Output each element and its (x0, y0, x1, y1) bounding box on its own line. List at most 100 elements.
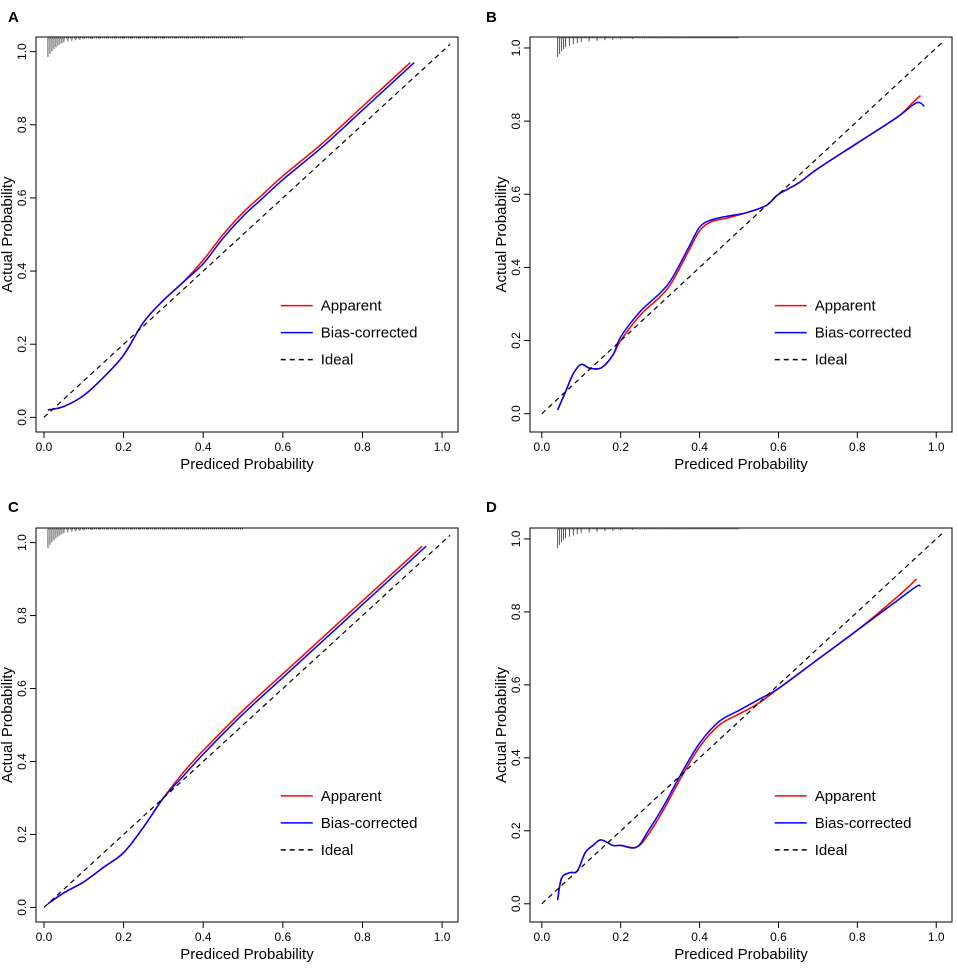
panel-d-rug (557, 528, 740, 548)
panel-d-y-axis-title: Actual Probability (493, 667, 510, 783)
panel-a-y-tick-label: 0.8 (15, 116, 29, 133)
panel-d-x-tick-label: 0.6 (770, 930, 787, 944)
panel-b-frame (529, 36, 953, 433)
panel-c-series-bias-corrected (47, 545, 427, 905)
panel-a-rug (47, 37, 244, 57)
panel-d-series-ideal (541, 531, 945, 905)
panel-c-x-tick-label: 0.0 (36, 930, 53, 944)
panel-c-plot-area (43, 534, 451, 908)
panel-b-y-tick-label: 0.4 (509, 259, 523, 276)
panel-a-x-tick-label: 0.0 (36, 440, 53, 454)
panel-a-y-tick-label: 1.0 (15, 43, 29, 60)
panel-d-y-tick-label: 0.6 (509, 676, 523, 693)
panel-d-x-tick-label: 0.4 (691, 930, 708, 944)
panel-d-plot-area (541, 531, 945, 905)
panel-b-legend-label-ideal: Ideal (815, 352, 848, 369)
panel-c: C 0.0 0.2 0.4 0.6 0.8 1.0 0.0 0.2 0.4 0.6 0.8 1.0 Pre… (0, 499, 459, 963)
panel-a-x-axis-title: Prediced Probability (180, 456, 314, 473)
panel-b-series-ideal (541, 40, 945, 415)
panel-a-x-tick-label: 0.6 (274, 440, 291, 454)
panel-d-x-axis-title: Prediced Probability (674, 946, 808, 963)
panel-d-series-apparent (556, 578, 918, 901)
panel-b-y-axis-title: Actual Probability (493, 176, 510, 292)
panel-b-y-tick-label: 0.2 (509, 332, 523, 349)
panel-c-legend: Apparent Bias-corrected Ideal (280, 788, 418, 859)
panel-c-x-tick-label: 0.6 (274, 930, 291, 944)
panel-d-y-tick-label: 0.2 (509, 822, 523, 839)
panel-c-rug (47, 528, 244, 548)
panel-a-frame (35, 36, 459, 433)
panel-c-y-tick-label: 0.6 (15, 680, 29, 697)
panel-a-x-tick-label: 0.8 (354, 440, 371, 454)
panel-a-y-tick-label: 0.4 (15, 262, 29, 279)
panel-c-y-axis-title: Actual Probability (0, 667, 16, 783)
panel-b-plot-area (541, 40, 945, 415)
panel-b-y-tick-label: 0.0 (509, 405, 523, 422)
panel-c-y-tick-label: 0.8 (15, 607, 29, 624)
panel-a-legend: Apparent Bias-corrected Ideal (280, 298, 418, 369)
panel-b-x-tick-label: 1.0 (928, 440, 945, 454)
panel-b-letter: B (486, 9, 497, 26)
panel-a-y-axis-title: Actual Probability (0, 176, 16, 292)
panel-c-series-ideal (43, 534, 451, 908)
panel-b-series-apparent (556, 94, 921, 411)
panel-a-legend-label-apparent: Apparent (321, 298, 383, 315)
panel-d-legend-label-apparent: Apparent (815, 788, 877, 805)
panel-b-x-axis-title: Prediced Probability (674, 456, 808, 473)
panel-d-y-tick-label: 0.4 (509, 749, 523, 766)
panel-b-rug (557, 37, 740, 57)
panel-b-legend-label-apparent: Apparent (815, 298, 877, 315)
panel-a-letter: A (8, 9, 19, 26)
panel-d-x-tick-label: 0.0 (533, 930, 550, 944)
panel-c-legend-label-bias: Bias-corrected (321, 815, 418, 832)
panel-d-legend: Apparent Bias-corrected Ideal (774, 788, 912, 859)
panel-a-plot-area (43, 43, 451, 418)
panel-d-series-bias-corrected (556, 584, 921, 901)
panel-a-series-apparent (47, 62, 411, 411)
panel-d-x-tick-label: 1.0 (928, 930, 945, 944)
panel-b-legend: Apparent Bias-corrected Ideal (774, 298, 912, 369)
panel-a-x-tick-label: 0.2 (115, 440, 132, 454)
panel-b-x-tick-label: 0.6 (770, 440, 787, 454)
panel-a-legend-label-bias: Bias-corrected (321, 325, 418, 342)
panel-c-letter: C (8, 499, 19, 516)
panel-c-legend-label-apparent: Apparent (321, 788, 383, 805)
panel-c-x-axis-title: Prediced Probability (180, 946, 314, 963)
panel-c-frame (35, 527, 459, 923)
panel-a-y-tick-label: 0.0 (15, 409, 29, 426)
panel-d-x-tick-label: 0.8 (849, 930, 866, 944)
panel-b-series-bias-corrected (556, 101, 925, 411)
panel-c-series-apparent (47, 545, 423, 905)
panel-c-x-tick-label: 1.0 (434, 930, 451, 944)
panel-c-x-tick-label: 0.8 (354, 930, 371, 944)
panel-a: A 0.0 0.2 0.4 0.6 0.8 1.0 0.0 0.2 0.4 0.6 0.8 1.0 Pre… (0, 9, 459, 473)
panel-d-y-tick-label: 1.0 (509, 530, 523, 547)
panel-c-y-tick-label: 0.4 (15, 753, 29, 770)
panel-a-x-tick-label: 1.0 (434, 440, 451, 454)
panel-b-x-tick-label: 0.8 (849, 440, 866, 454)
panel-c-x-tick-label: 0.2 (115, 930, 132, 944)
panel-b-legend-label-bias: Bias-corrected (815, 325, 912, 342)
panel-d-x-tick-label: 0.2 (612, 930, 629, 944)
panel-a-legend-label-ideal: Ideal (321, 352, 354, 369)
panel-c-y-tick-label: 0.0 (15, 899, 29, 916)
panel-c-legend-label-ideal: Ideal (321, 842, 354, 859)
panel-b-x-tick-label: 0.4 (691, 440, 708, 454)
panel-a-series-ideal (43, 43, 451, 418)
panel-a-series-bias-corrected (47, 62, 415, 411)
panel-d: D 0.0 0.2 0.4 0.6 0.8 1.0 0.0 0.2 0.4 0.6 0.8 1.0 Pre… (486, 499, 953, 963)
panel-a-x-tick-label: 0.4 (195, 440, 212, 454)
panel-d-letter: D (486, 499, 497, 516)
panel-c-x-tick-label: 0.4 (195, 930, 212, 944)
panel-c-y-tick-label: 1.0 (15, 534, 29, 551)
panel-d-legend-label-bias: Bias-corrected (815, 815, 912, 832)
panel-b-y-tick-label: 1.0 (509, 39, 523, 56)
panel-d-y-tick-label: 0.8 (509, 603, 523, 620)
panel-b-x-tick-label: 0.0 (533, 440, 550, 454)
panel-d-y-tick-label: 0.0 (509, 895, 523, 912)
panel-c-y-tick-label: 0.2 (15, 826, 29, 843)
panel-b: B 0.0 0.2 0.4 0.6 0.8 1.0 0.0 0.2 0.4 0.6 0.8 1.0 Pre… (486, 9, 953, 473)
panel-d-legend-label-ideal: Ideal (815, 842, 848, 859)
panel-d-frame (529, 527, 953, 923)
